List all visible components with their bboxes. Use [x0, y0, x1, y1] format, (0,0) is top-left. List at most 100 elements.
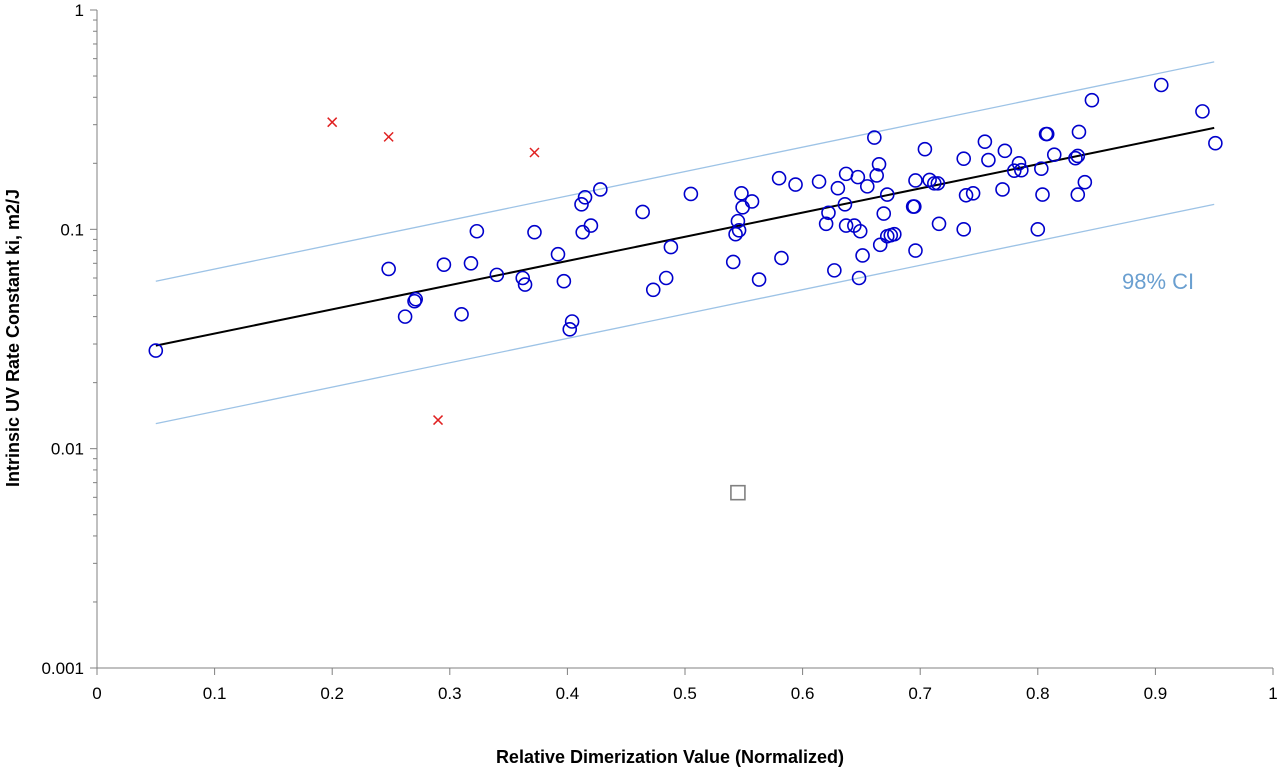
data-point-circle — [997, 143, 1013, 159]
data-point-circle — [827, 263, 842, 278]
data-point-circle — [1046, 147, 1062, 162]
x-tick-label: 0.5 — [673, 684, 697, 703]
y-tick-label: 0.001 — [41, 659, 84, 678]
data-point-circle — [1153, 77, 1169, 93]
data-point-circle — [811, 174, 827, 189]
data-point-circle — [550, 246, 566, 262]
x-tick-label: 0 — [92, 684, 101, 703]
data-point-cross — [383, 131, 394, 142]
data-point-cross — [327, 117, 338, 128]
data-point-circle — [931, 216, 947, 232]
data-point-cross — [529, 147, 540, 158]
data-point-circle — [927, 176, 942, 191]
data-point-circle — [872, 237, 888, 253]
data-point-circle — [1208, 135, 1223, 151]
x-tick-label: 0.7 — [908, 684, 932, 703]
data-point-circle — [574, 197, 589, 212]
data-point-circle — [436, 257, 452, 272]
data-point-circle — [575, 224, 590, 240]
data-point-circle — [851, 270, 867, 286]
x-tick-label: 0.1 — [203, 684, 227, 703]
cross-stroke — [327, 117, 338, 128]
data-point-circle — [1030, 222, 1046, 237]
y-tick-label: 1 — [75, 1, 84, 20]
data-point-circle — [1084, 92, 1100, 108]
data-point-circle — [407, 293, 422, 309]
data-point-circle — [635, 204, 650, 220]
data-point-circle — [908, 243, 923, 258]
x-axis-title: Relative Dimerization Value (Normalized) — [496, 747, 844, 767]
axes-layer — [96, 10, 1273, 669]
data-point-circle — [725, 254, 741, 270]
data-point-circle — [871, 156, 887, 172]
x-tick-label: 0.9 — [1144, 684, 1168, 703]
data-point-circle — [1070, 187, 1086, 202]
x-tick-label: 0.4 — [556, 684, 580, 703]
cross-stroke — [529, 147, 540, 158]
data-point-circle — [744, 194, 760, 209]
confidence-interval-layer — [155, 61, 1215, 425]
data-point-circle — [730, 213, 746, 229]
data-point-circle — [577, 189, 593, 205]
data-point-circle — [821, 205, 836, 221]
data-point-circle — [527, 224, 542, 240]
data-point-square — [730, 484, 746, 501]
data-point-circle — [876, 206, 892, 221]
cross-stroke — [383, 131, 394, 142]
data-point-circle — [408, 291, 423, 307]
data-point-circle — [397, 309, 413, 324]
data-point-circle — [830, 180, 846, 196]
data-point-circle — [956, 151, 972, 166]
data-point-circle — [922, 172, 937, 188]
data-point-circle — [850, 169, 866, 185]
data-point-circle — [869, 168, 884, 183]
data-point-circle — [1035, 187, 1050, 202]
data-point-circle — [818, 216, 834, 232]
data-point-circle — [645, 282, 661, 298]
data-point-circle — [995, 182, 1010, 197]
cross-stroke — [433, 415, 444, 426]
data-point-circle — [562, 322, 578, 337]
y-axis-title: Intrinsic UV Rate Constant ki, m2/J — [3, 189, 23, 487]
data-point-circle — [515, 270, 531, 286]
data-point-circle — [1034, 161, 1049, 176]
x-tick-label: 0.8 — [1026, 684, 1050, 703]
data-point-circle — [771, 170, 787, 186]
data-point-circle — [663, 239, 679, 255]
data-point-circle — [867, 130, 882, 145]
data-point-circle — [907, 199, 922, 214]
ticks-layer: 0 0.1 0.2 0.3 0.4 0.5 0.6 0.7 0.8 0.9 1 1 0.1 0.01 0.0… — [41, 1, 1277, 703]
x-tick-label: 1 — [1268, 684, 1277, 703]
data-point-circle — [838, 166, 854, 182]
ci-lower-line — [155, 203, 1215, 425]
data-point-circle — [1070, 148, 1086, 164]
data-point-circle — [454, 306, 469, 322]
data-point-circle — [517, 277, 533, 292]
data-point-circle — [728, 226, 743, 242]
data-point-circle — [751, 272, 767, 287]
data-point-circle — [1014, 162, 1029, 178]
data-point-circle — [887, 226, 902, 242]
data-point-circle — [556, 273, 572, 289]
data-point-circle — [977, 134, 993, 149]
y-tick-label: 0.1 — [60, 220, 84, 239]
data-point-circle — [1006, 163, 1022, 179]
data-point-circle — [855, 248, 870, 263]
data-point-circle — [1039, 126, 1055, 142]
data-point-circle — [852, 223, 868, 239]
data-point-cross — [433, 415, 444, 426]
data-point-circle — [1011, 156, 1027, 171]
data-point-circle — [734, 185, 749, 201]
data-point-circle — [1071, 124, 1087, 140]
data-point-circle — [735, 200, 750, 215]
data-point-circle — [838, 218, 854, 233]
data-point-circle — [837, 197, 853, 212]
data-point-circle — [683, 186, 699, 202]
points-layer — [148, 77, 1223, 501]
data-point-circle — [593, 182, 608, 197]
data-point-circle — [774, 250, 789, 266]
data-point-circle — [958, 187, 974, 203]
data-point-circle — [731, 222, 747, 238]
